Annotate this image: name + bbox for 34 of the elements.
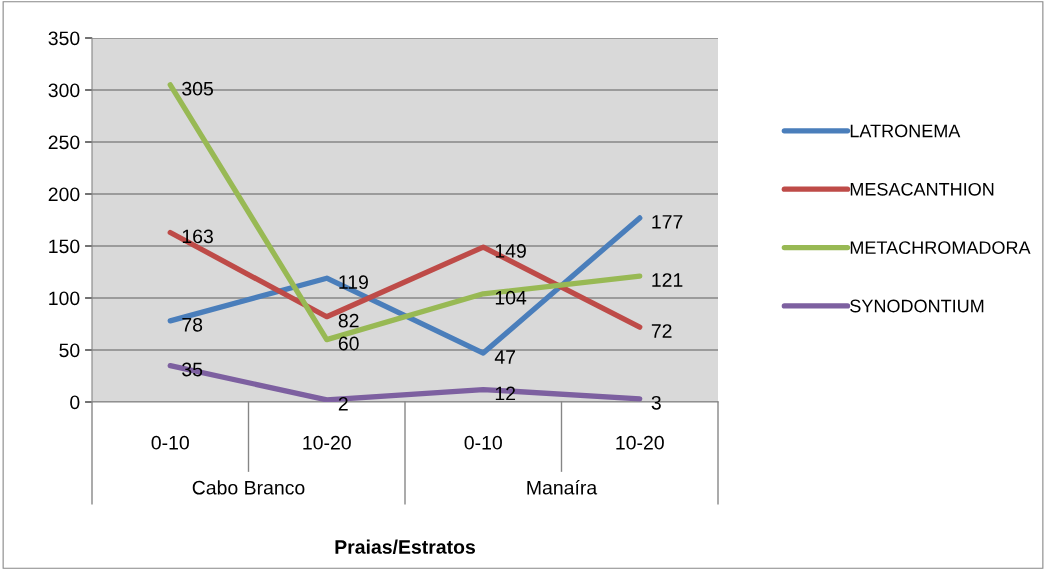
data-label: 104	[495, 290, 527, 305]
data-label: 3	[651, 395, 661, 410]
data-label: 47	[494, 350, 516, 364]
data-label: 60	[338, 336, 359, 351]
y-tick-label: 0	[70, 395, 80, 410]
data-label: 149	[495, 244, 526, 258]
x-axis-title: Praias/Estratos	[335, 539, 475, 555]
y-tick-label: 300	[48, 83, 80, 98]
x-tick-label: 0-10	[151, 435, 189, 450]
data-label: 305	[182, 81, 213, 96]
data-label: 2	[338, 396, 348, 411]
data-label: 119	[339, 275, 368, 290]
data-label: 78	[182, 317, 203, 332]
x-tick-label: 10-20	[616, 435, 664, 450]
y-tick-label: 350	[48, 31, 80, 46]
legend-label: SYNODONTIUM	[850, 299, 984, 313]
data-label: 121	[652, 273, 683, 287]
y-tick-label: 50	[59, 343, 80, 358]
data-label: 177	[652, 215, 683, 229]
legend-label: METACHROMADORA	[850, 241, 1031, 255]
text: Cabo Branco	[192, 480, 305, 495]
data-label: 82	[338, 313, 359, 328]
y-tick-label: 100	[49, 291, 80, 306]
data-label: 12	[495, 386, 516, 401]
text: Manaíra	[527, 480, 598, 495]
y-tick-label: 150	[49, 239, 80, 254]
x-tick-label: 0-10	[464, 435, 502, 450]
data-label: 72	[651, 324, 672, 338]
data-label: 163	[182, 229, 213, 244]
legend-label: LATRONEMA	[850, 124, 961, 138]
y-tick-label: 200	[48, 187, 80, 202]
y-tick-label: 250	[48, 135, 80, 150]
legend-label: MESACANTHION	[850, 182, 994, 196]
x-tick-label: 10-20	[303, 435, 351, 450]
